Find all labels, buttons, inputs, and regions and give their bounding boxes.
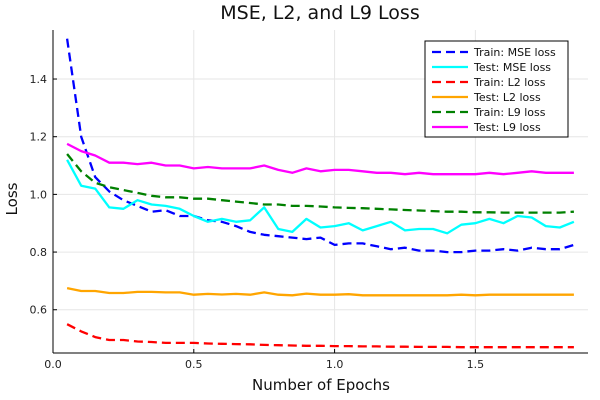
- legend-label: Train: L2 loss: [473, 76, 546, 89]
- legend-box: [424, 40, 569, 138]
- legend-label: Train: L9 loss: [473, 106, 546, 119]
- legend: Train: MSE loss Test: MSE loss Train: L2 l…: [424, 40, 569, 138]
- legend-label: Test: L9 loss: [473, 121, 541, 134]
- legend-label: Test: MSE loss: [473, 61, 551, 74]
- series-layer: [65, 38, 575, 349]
- tick-labels: 0.0 0.5 1.0 1.5 0.6 0.8 1.0 1.2 1.4: [30, 73, 485, 371]
- chart-title: MSE, L2, and L9 Loss: [220, 2, 419, 24]
- axes: [52, 30, 588, 354]
- y-tick-label: 1.0: [30, 188, 48, 201]
- legend-label: Test: L2 loss: [473, 91, 541, 104]
- x-tick-label: 1.0: [326, 358, 344, 371]
- series-line-test-l2-loss: [66, 286, 574, 297]
- x-tick-label: 0.5: [185, 358, 203, 371]
- x-tick-label: 0.0: [44, 358, 62, 371]
- y-tick-label: 0.6: [30, 304, 48, 317]
- series-line-test-l9-loss: [66, 142, 574, 176]
- y-tick-label: 1.2: [30, 131, 48, 144]
- series-line-train-mse-loss: [65, 38, 575, 254]
- x-tick-label: 1.5: [467, 358, 485, 371]
- legend-label: Train: MSE loss: [473, 46, 556, 59]
- x-axis-label: Number of Epochs: [252, 376, 390, 394]
- y-axis-label: Loss: [3, 182, 21, 215]
- series-line-train-l2-loss: [66, 323, 574, 349]
- series-line-train-l9-loss: [66, 153, 574, 214]
- y-tick-label: 0.8: [30, 246, 48, 259]
- y-tick-label: 1.4: [30, 73, 48, 86]
- series-line-test-mse-loss: [66, 159, 575, 235]
